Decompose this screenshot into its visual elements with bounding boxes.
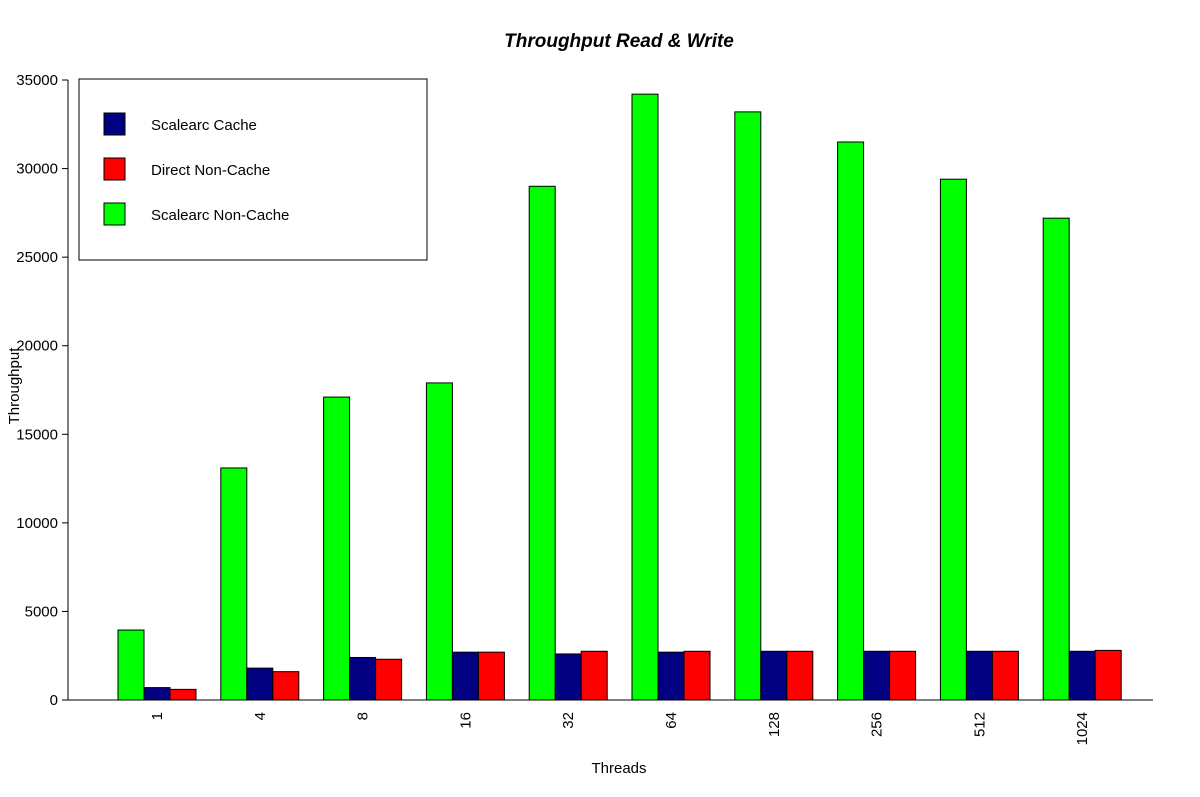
bar-direct-non-cache-256 [889, 650, 917, 701]
bar-scalearc-non-cache-1024 [1042, 217, 1070, 701]
legend: Scalearc Cache Direct Non-Cache Scalearc N… [78, 78, 428, 261]
bar-scalearc-non-cache-16 [425, 382, 453, 701]
x-tick-label: 64 [663, 712, 680, 729]
bar-scalearc-cache-512 [965, 650, 993, 701]
bar-scalearc-non-cache-1 [117, 629, 145, 701]
bar-scalearc-non-cache-32 [528, 185, 556, 701]
bar-scalearc-cache-64 [657, 651, 685, 701]
bar-scalearc-non-cache-512 [939, 178, 967, 701]
bar-direct-non-cache-4 [272, 671, 300, 701]
y-tick-label: 15000 [16, 426, 58, 443]
bar-scalearc-cache-128 [760, 650, 788, 701]
bar-scalearc-non-cache-64 [631, 93, 659, 701]
bar-direct-non-cache-1 [169, 688, 197, 701]
y-tick-label: 30000 [16, 161, 58, 178]
y-tick-label: 25000 [16, 249, 58, 266]
bar-scalearc-cache-1 [143, 687, 171, 701]
x-tick-label: 512 [971, 712, 988, 737]
axes-group: 0 5000 10000 15000 20000 25000 30000 35000 1 4 8 16… [16, 72, 1153, 745]
x-tick-label: 1 [149, 712, 166, 720]
bar-scalearc-non-cache-8 [323, 396, 351, 701]
legend-label: Scalearc Non-Cache [151, 207, 289, 224]
bar-direct-non-cache-512 [991, 650, 1019, 701]
y-tick-label: 35000 [16, 72, 58, 89]
y-axis-label: Throughput [6, 347, 23, 425]
x-tick-label: 256 [869, 712, 886, 737]
bar-direct-non-cache-128 [786, 650, 814, 701]
bar-scalearc-non-cache-128 [734, 111, 762, 701]
bar-scalearc-cache-16 [451, 651, 479, 701]
bar-scalearc-non-cache-4 [220, 467, 248, 701]
y-tick-label: 5000 [25, 603, 58, 620]
bar-scalearc-cache-4 [246, 667, 274, 701]
bar-scalearc-cache-1024 [1068, 650, 1096, 701]
legend-swatch [103, 112, 126, 136]
y-tick-label: 20000 [16, 338, 58, 355]
y-tick-label: 0 [50, 692, 58, 709]
x-tick-label: 8 [355, 712, 372, 720]
legend-swatch [103, 157, 126, 181]
chart-title: Throughput Read & Write [504, 31, 734, 52]
legend-box [78, 78, 428, 261]
bar-direct-non-cache-16 [477, 651, 505, 701]
bar-direct-non-cache-32 [580, 650, 608, 701]
x-axis-label: Threads [591, 760, 646, 777]
bar-direct-non-cache-8 [375, 658, 403, 701]
legend-swatch [103, 202, 126, 226]
x-tick-label: 1024 [1074, 712, 1091, 745]
bar-scalearc-cache-8 [349, 656, 377, 701]
x-tick-label: 16 [457, 712, 474, 729]
legend-label: Scalearc Cache [151, 117, 257, 134]
bar-direct-non-cache-64 [683, 650, 711, 701]
bar-direct-non-cache-1024 [1094, 649, 1122, 701]
bar-scalearc-non-cache-256 [837, 141, 865, 701]
bar-scalearc-cache-256 [863, 650, 891, 701]
legend-label: Direct Non-Cache [151, 162, 270, 179]
x-tick-label: 4 [252, 712, 269, 720]
bar-scalearc-cache-32 [554, 653, 582, 701]
y-tick-label: 10000 [16, 515, 58, 532]
x-tick-label: 32 [560, 712, 577, 729]
bars-group [117, 93, 1122, 701]
x-tick-label: 128 [766, 712, 783, 737]
